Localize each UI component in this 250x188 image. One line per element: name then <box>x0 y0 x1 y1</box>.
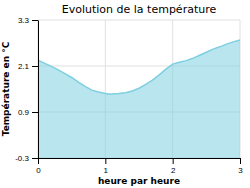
tick: 1 <box>104 158 109 175</box>
tick-mark <box>32 20 38 21</box>
data-layer <box>38 40 240 158</box>
axis-line <box>38 21 39 159</box>
tick: 2.1 <box>18 62 38 71</box>
tick-mark <box>32 158 38 159</box>
tick-mark <box>240 158 241 164</box>
x-axis: 0 1 2 3 <box>36 158 243 175</box>
tick-mark <box>32 112 38 113</box>
axis-line <box>39 158 241 159</box>
grid-line-y <box>38 20 240 21</box>
tick: 0 <box>36 158 41 175</box>
line <box>38 40 240 94</box>
tick-mark <box>38 158 39 164</box>
y-axis: -0.3 0.9 2.1 3.3 <box>15 16 38 163</box>
tick-label: -0.3 <box>15 154 29 163</box>
tick-label: 2 <box>171 166 176 175</box>
tick: 3.3 <box>18 16 38 25</box>
grid-line-x <box>38 20 39 158</box>
tick-label: 0 <box>36 166 41 175</box>
grid <box>38 20 240 158</box>
tick-mark <box>173 158 174 164</box>
tick-label: 3.3 <box>18 16 30 25</box>
tick-label: 0.9 <box>18 108 30 117</box>
tick: 0.9 <box>18 108 38 117</box>
tick: 3 <box>238 158 243 175</box>
chart: 0 1 2 3 -0.3 0.9 2.1 3.3 Evolution de la tempéra… <box>0 0 250 188</box>
tick-mark <box>105 158 106 164</box>
tick-mark <box>32 66 38 67</box>
x-axis-title: heure par heure <box>98 176 180 186</box>
tick: 2 <box>171 158 176 175</box>
tick-label: 1 <box>104 166 109 175</box>
tick-label: 2.1 <box>18 62 30 71</box>
tick-label: 3 <box>238 166 243 175</box>
tick: -0.3 <box>15 154 38 163</box>
title: Evolution de la température <box>62 3 217 16</box>
plot: 0 1 2 3 -0.3 0.9 2.1 3.3 <box>15 16 243 175</box>
area <box>38 40 240 158</box>
y-axis-title: Température en °C <box>1 41 11 136</box>
